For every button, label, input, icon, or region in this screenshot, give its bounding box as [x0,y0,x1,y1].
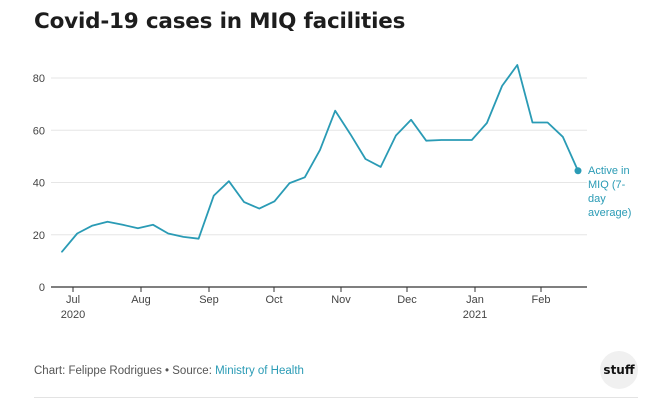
y-tick-label: 80 [33,73,45,85]
bottom-divider [34,397,638,398]
y-tick-label: 60 [33,125,45,137]
y-tick-label: 20 [33,230,45,242]
x-tick-label: Aug [131,294,151,306]
y-tick-label: 0 [39,282,45,294]
series-line-active-miq [61,64,579,253]
x-tick-label: Feb [532,294,551,306]
x-tick-label: Jan [466,294,484,306]
series-end-point [574,167,582,175]
x-tick-label: Oct [265,294,282,306]
series-annotation: Active in MIQ (7- day average) [588,165,631,219]
stuff-logo[interactable]: stuff [600,351,638,389]
annotation-line: MIQ (7- [588,179,626,191]
footer-credit: Chart: Felippe Rodrigues • Source: [34,365,216,377]
x-tick-label: Sep [199,294,219,306]
line-chart: 0 20 40 60 80 Jul 2020 Aug Sep Oct Nov Dec Jan 2021 F… [33,64,631,321]
y-axis-ticks: 0 20 40 60 80 [33,73,45,294]
x-tick-label: Jul [66,294,80,306]
gridlines [51,77,587,288]
source-link[interactable]: Ministry of Health [215,365,304,377]
x-axis-ticks: Jul 2020 Aug Sep Oct Nov Dec Jan 2021 Feb [61,287,551,321]
x-tick-year-label: 2020 [61,309,85,321]
annotation-line: day [588,193,606,205]
series [61,64,582,253]
annotation-line: Active in [588,165,630,177]
x-tick-year-label: 2021 [463,309,487,321]
chart-title: Covid-19 cases in MIQ facilities [34,9,406,34]
x-tick-label: Dec [397,294,417,306]
x-tick-label: Nov [331,294,351,306]
chart-footer: Chart: Felippe Rodrigues • Source: Minis… [34,365,304,377]
annotation-line: average) [588,207,631,219]
logo-text: stuff [603,363,635,377]
y-tick-label: 40 [33,178,45,190]
